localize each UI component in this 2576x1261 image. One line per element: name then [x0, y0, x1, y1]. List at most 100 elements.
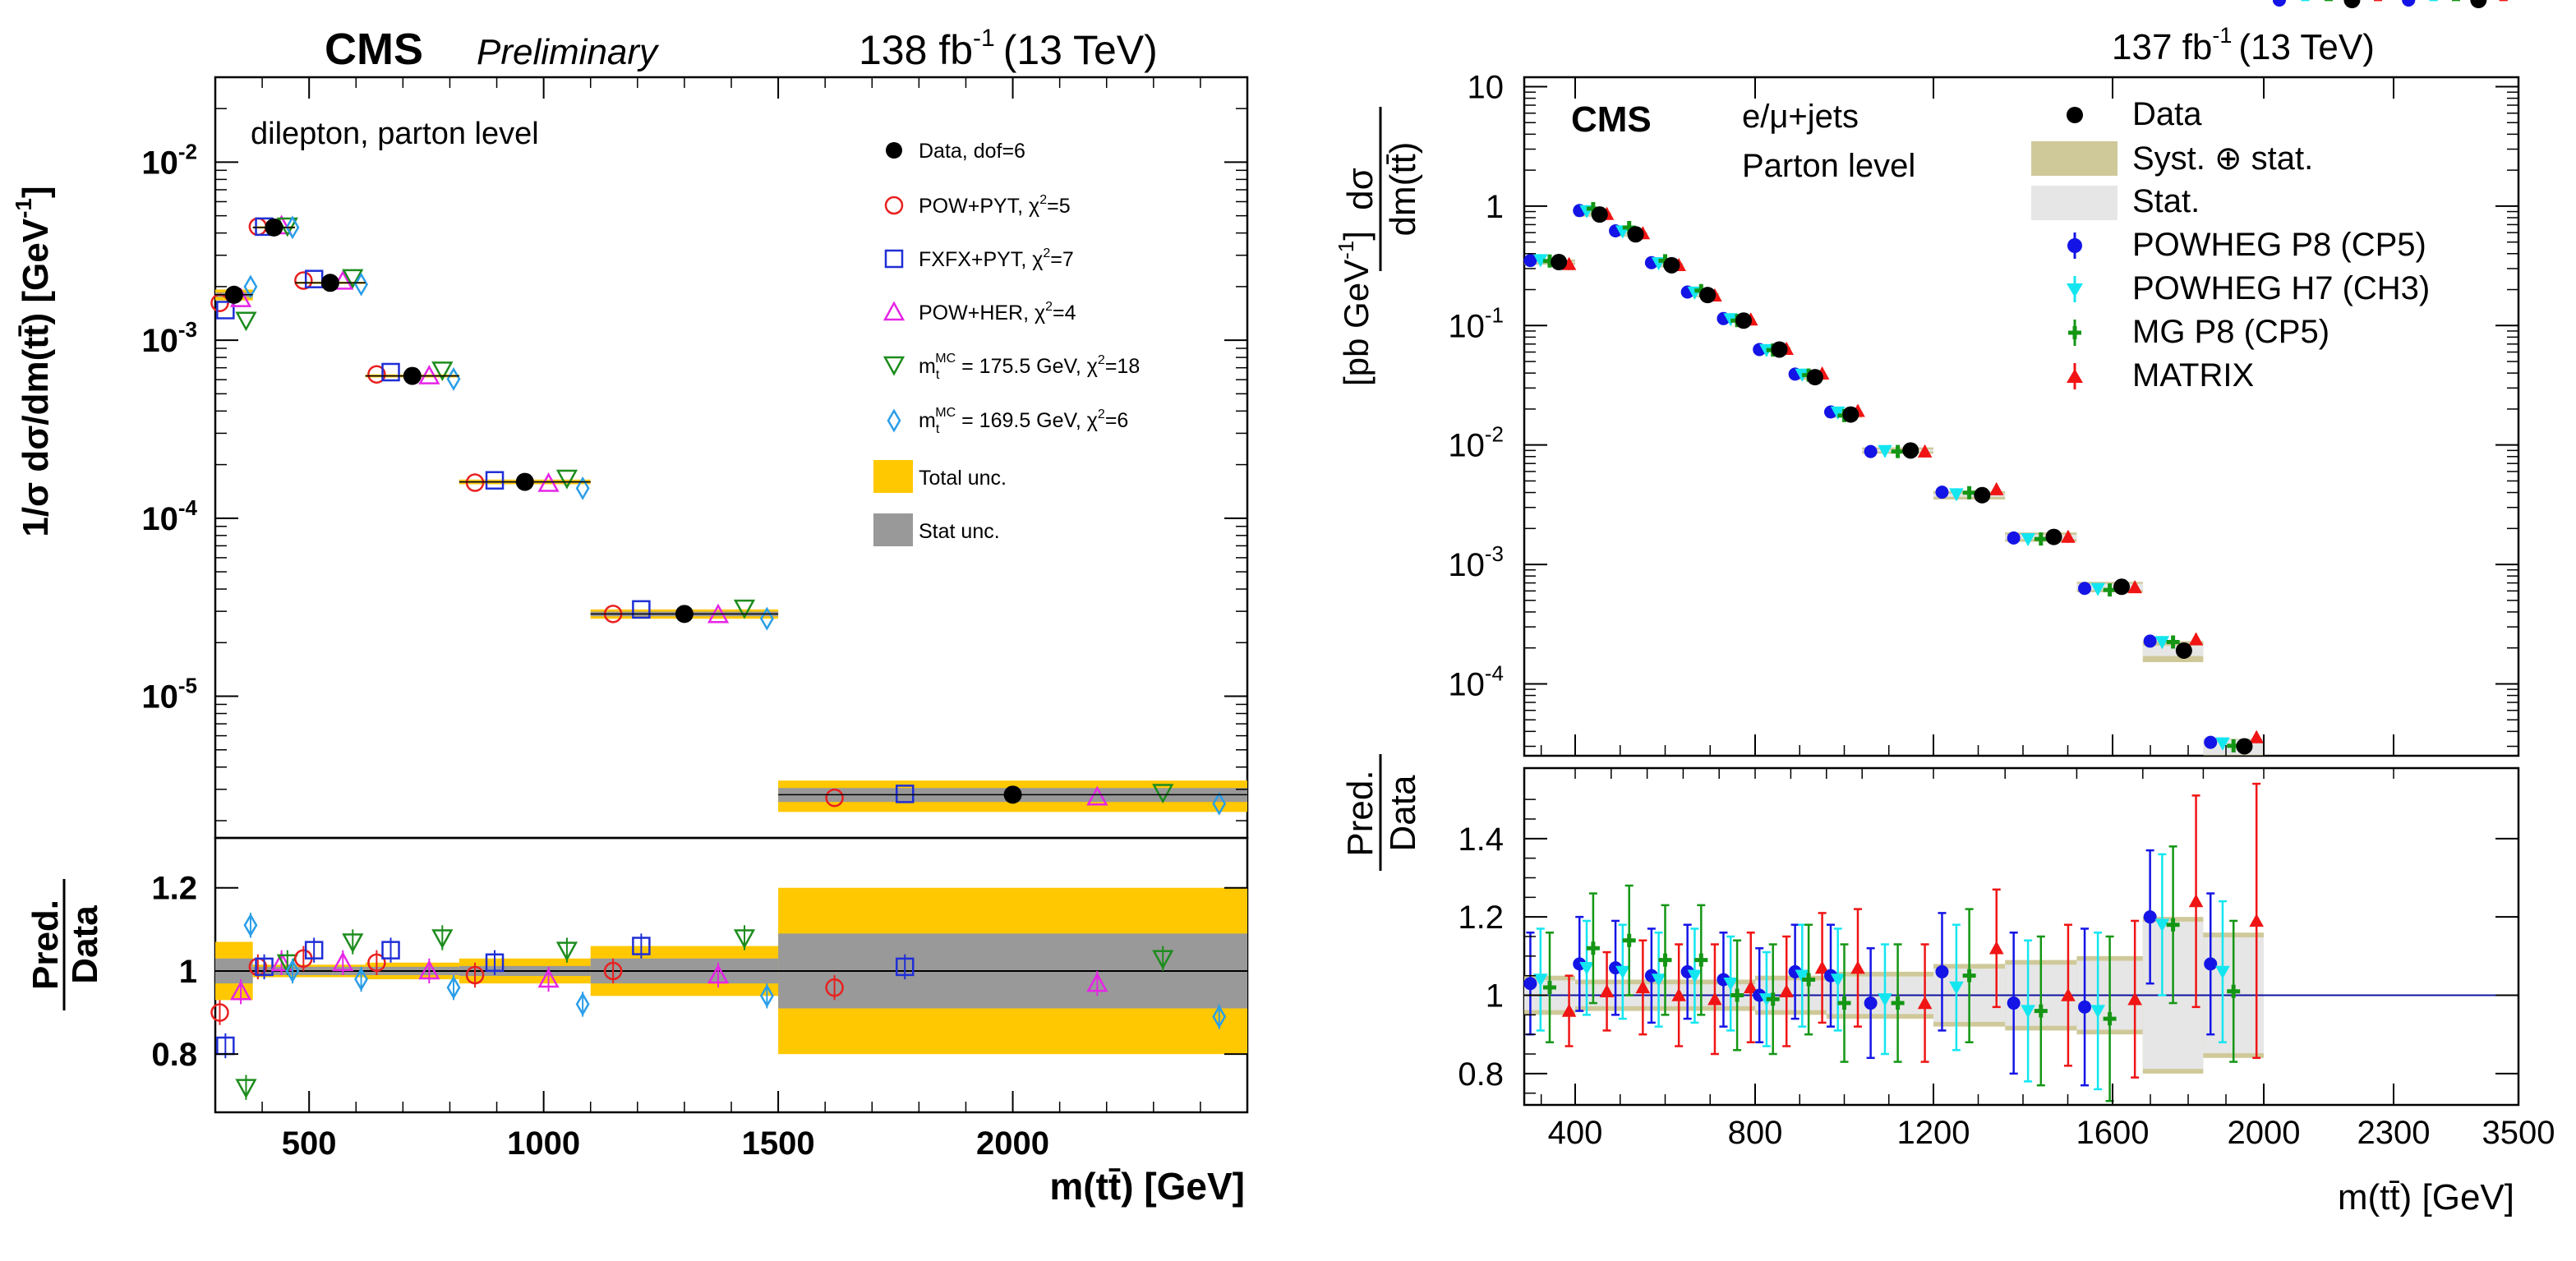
legend-right-syst-label: Syst. ⊕ stat. [2132, 140, 2313, 177]
right-ratio-y-label-num: Pred. [1340, 770, 1380, 856]
left-ratio-y-tick-label: 0.8 [151, 1037, 197, 1073]
legend-pow-pyt-chi-val: =5 [1047, 195, 1071, 218]
matrix-marker [1917, 444, 1933, 458]
pow_her-ratio-marker [707, 964, 730, 984]
pow_pyt-marker [465, 473, 485, 492]
mg_p8-ratio-marker [1622, 933, 1636, 947]
mg_p8-ratio-marker [1891, 996, 1905, 1010]
legend-mt175-sup: MC [935, 352, 956, 366]
right-top-y-tick-label: 1 [1486, 189, 1504, 225]
fxfx_pyt-marker [381, 362, 400, 382]
legend-mt175-marker [882, 356, 906, 376]
data-marker [1974, 486, 1991, 504]
powheg_p8-ratio-marker [1523, 977, 1537, 991]
right-top-y-tick-base: 10 [1448, 428, 1485, 464]
mt175-ratio-marker [431, 929, 454, 950]
mg_p8-ratio-marker [1694, 953, 1708, 967]
matrix-ratio-marker [2188, 894, 2204, 908]
mt175-marker [342, 269, 364, 289]
left-top-plot-content [210, 76, 1247, 821]
powheg_h7-ratio-marker [1878, 993, 1892, 1007]
mt169-ratio-marker [354, 967, 368, 992]
pow_pyt-ratio-marker [825, 978, 844, 997]
mg_p8-ratio-marker [2166, 918, 2180, 932]
legend-pow-pyt-marker [884, 196, 904, 215]
mt169-ratio-marker [575, 992, 590, 1016]
mt169-ratio-marker [1212, 1005, 1227, 1029]
right-panel: 137 fb-1 (13 TeV) CMS e/μ+jets Parton lev… [1334, 0, 2555, 1217]
pow_her-ratio-marker [229, 980, 252, 1001]
legend-mg-p8-label: MG P8 (CP5) [2132, 314, 2329, 350]
powheg_p8-ratio-marker [2204, 957, 2218, 971]
data-marker [1699, 287, 1717, 304]
left-energy-value: (13 TeV) [1003, 27, 1158, 73]
mt175-ratio-marker [733, 929, 756, 950]
matrix-ratio-marker [1779, 983, 1794, 997]
mt175-ratio-marker [1152, 950, 1174, 970]
powheg_h7-marker [2215, 737, 2230, 751]
left-cms-label: CMS [325, 25, 423, 74]
left-top-y-tick-label: 10-4 [141, 495, 197, 537]
fxfx_pyt-ratio-marker [895, 957, 915, 977]
data-marker [1663, 256, 1680, 274]
right-x-tick-label: 800 [1728, 1115, 1783, 1151]
mg_p8-marker [2034, 532, 2048, 546]
matrix-ratio-marker [2127, 992, 2142, 1006]
mt175-marker [1152, 784, 1174, 804]
powheg_p8-marker [2204, 735, 2218, 749]
legend-powheg-h7-marker [2067, 283, 2083, 297]
data-marker [224, 285, 243, 304]
left-top-y-axis-label: 1/σ dσ/dm(tt̄) [GeV-1] [11, 186, 56, 536]
mg_p8-ratio-marker [1962, 969, 1976, 983]
right-top-y-tick-base: 1 [1486, 189, 1504, 225]
powheg_h7-marker [2021, 532, 2035, 546]
data-marker [2175, 642, 2192, 659]
left-annotation: dilepton, parton level [251, 117, 539, 151]
right-legend: Data Syst. ⊕ stat. Stat. POWHEG P8 (CP5)… [2031, 96, 2430, 393]
mt175-ratio-marker [235, 1079, 257, 1099]
right-ratio-y-label-den: Data [1383, 775, 1423, 851]
powheg_h7-marker [1830, 406, 1846, 420]
matrix-marker [2061, 529, 2076, 543]
left-ratio-y-tick-label: 1.2 [151, 871, 197, 907]
right-top-y-tick-label: 10-3 [1448, 541, 1504, 583]
legend-fxfx-pyt-name: FXFX+PYT, χ [919, 248, 1043, 271]
right-x-tick-label: 1600 [2076, 1115, 2150, 1151]
left-lumi-value: 138 fb [859, 27, 973, 73]
pow_her-ratio-marker [418, 960, 440, 980]
mt169-ratio-marker [446, 975, 461, 1000]
legend-pow-pyt-label: POW+PYT, χ2=5 [919, 193, 1071, 218]
right-ratio-y-tick-label: 0.8 [1458, 1056, 1504, 1093]
mt169-marker [1212, 791, 1227, 816]
legend-pow-pyt-name: POW+PYT, χ [919, 195, 1039, 218]
powheg_h7-marker [2154, 636, 2170, 650]
legend-data-marker [886, 142, 902, 159]
fxfx_pyt-marker [632, 600, 651, 619]
matrix-ratio-marker [1635, 980, 1651, 994]
matrix-marker [2127, 580, 2142, 594]
fxfx_pyt-ratio-marker [304, 941, 324, 960]
left-panel: CMS Preliminary 138 fb-1 (13 TeV) dilepto… [11, 25, 1249, 1208]
pow_her-ratio-marker [537, 968, 560, 988]
legend-fxfx-pyt-chi-val: =7 [1050, 248, 1074, 271]
pow_her-ratio-marker [270, 951, 293, 972]
data-marker [320, 274, 339, 292]
right-energy-value: (13 TeV) [2238, 27, 2375, 67]
left-top-y-tick-sup: -3 [178, 317, 197, 342]
left-x-tick-label: 2000 [976, 1125, 1049, 1162]
data-marker [1771, 341, 1788, 358]
right-top-y-label-unit: [pb GeV-1] [1334, 231, 1376, 386]
right-top-y-label-den: dm(tt̄) [1383, 142, 1423, 237]
left-top-y-tick-base: 10 [141, 145, 178, 181]
powheg_h7-ratio-marker [2090, 1005, 2105, 1019]
mg_p8-ratio-marker [1766, 992, 1780, 1006]
powheg_p8-marker [1523, 254, 1537, 268]
powheg_h7-ratio-marker [1723, 978, 1739, 992]
pow_pyt-ratio-marker [465, 965, 485, 985]
legend-pow-pyt-chi-sup: 2 [1039, 193, 1047, 207]
data-marker [675, 605, 694, 624]
mt169-marker [575, 476, 590, 500]
pow_pyt-marker [294, 271, 313, 290]
data-marker [1735, 312, 1752, 329]
powheg_h7-ratio-marker [1830, 973, 1846, 987]
